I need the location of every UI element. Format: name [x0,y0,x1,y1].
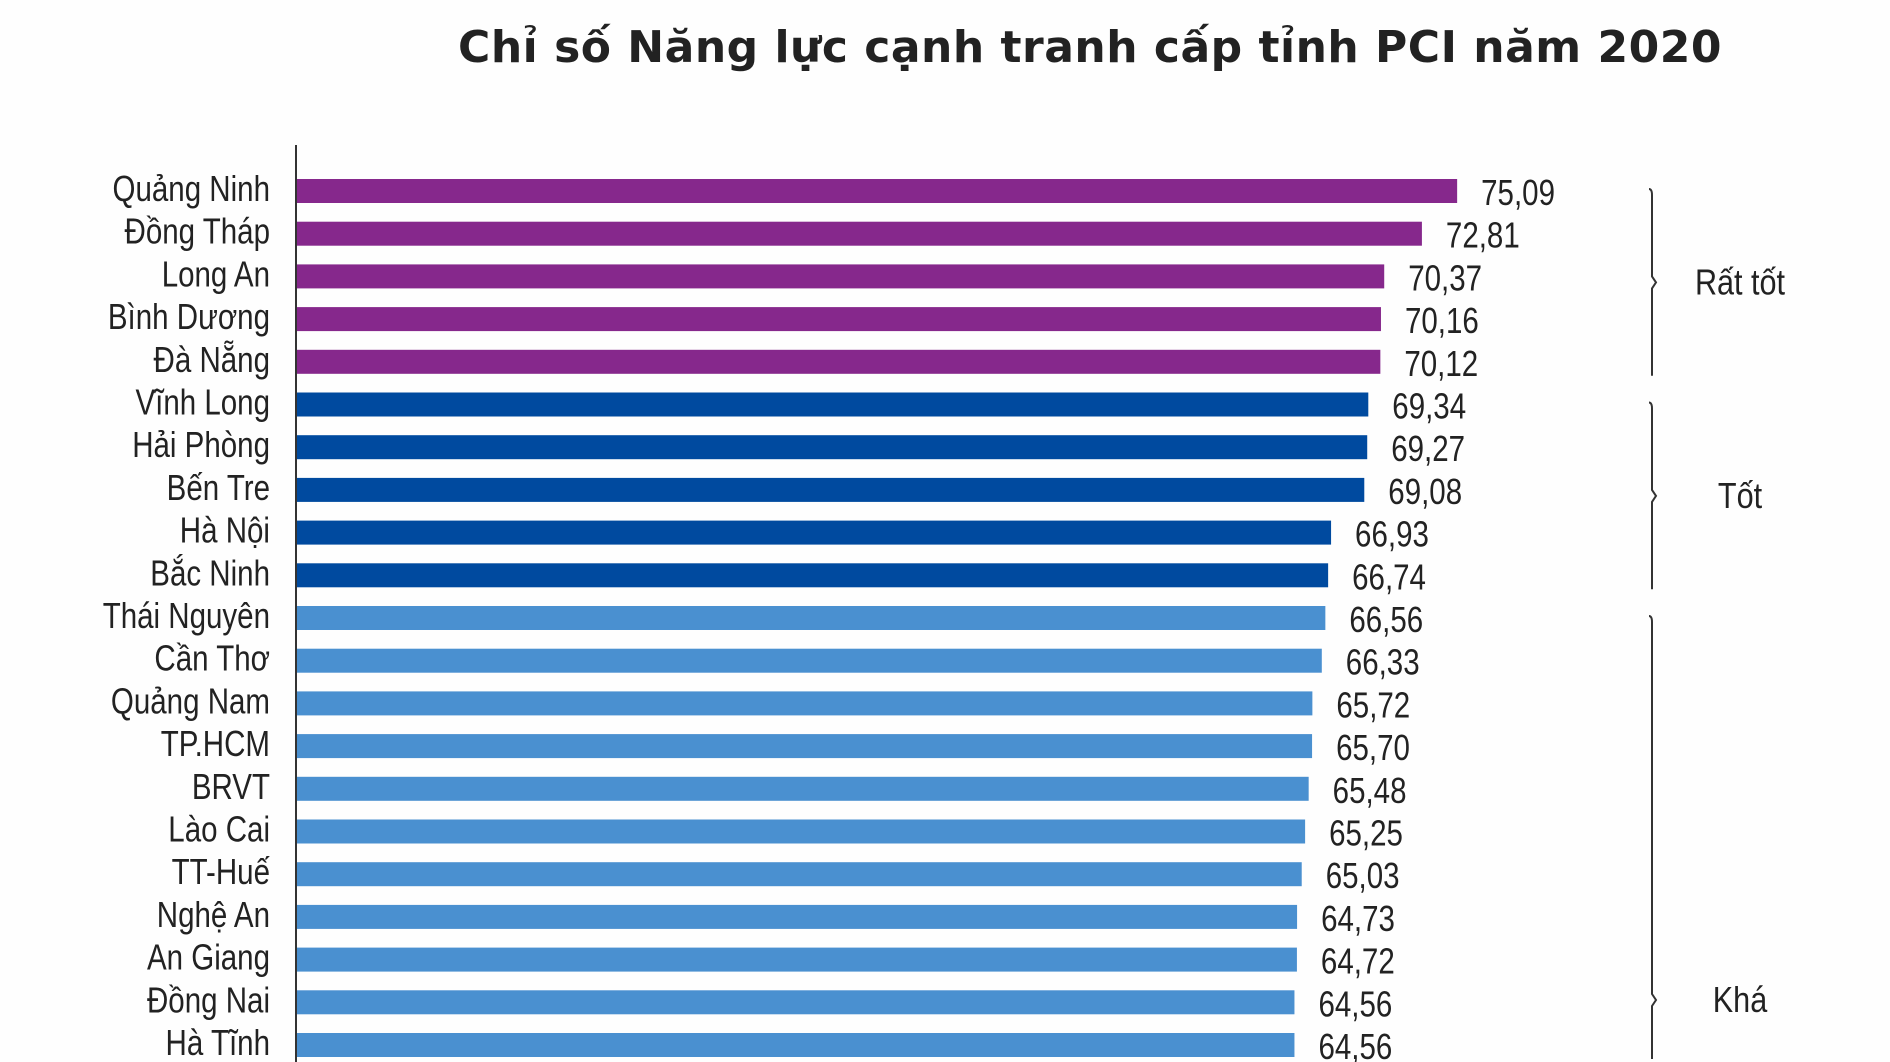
category-label: Lào Cai [168,809,270,849]
group-bracket [1648,188,1658,376]
value-label: 70,12 [1404,343,1478,383]
value-label: 69,08 [1388,471,1462,511]
bar [297,349,1381,374]
bar [297,179,1458,203]
value-label: 66,93 [1355,514,1429,554]
value-label: 65,25 [1329,813,1403,853]
category-label: Quảng Nam [111,681,270,721]
bar [297,606,1326,630]
category-label: Bắc Ninh [150,552,270,592]
group-label: Tốt [1718,477,1763,517]
bar [297,435,1368,460]
category-label: Cần Thơ [154,638,270,678]
category-label: Đồng Tháp [125,211,270,251]
value-label: 69,34 [1392,386,1466,426]
value-label: 66,33 [1346,642,1420,682]
bar [297,819,1306,844]
bar [297,221,1422,246]
bar [297,477,1365,502]
value-label: 65,48 [1333,770,1407,810]
group-label: Khá [1713,981,1768,1021]
category-label: Quảng Ninh [113,168,270,208]
group-label: Rất tốt [1695,263,1786,303]
value-label: 64,56 [1318,983,1392,1023]
category-label: TP.HCM [161,723,270,763]
value-label: 70,16 [1405,300,1479,340]
category-label: Thái Nguyên [103,595,270,635]
group-bracket [1648,401,1658,590]
bar [297,862,1302,887]
bar [297,264,1385,289]
category-label: Nghệ An [157,894,270,934]
value-label: 70,37 [1408,258,1482,298]
group-bracket [1648,615,1658,1059]
bar [297,947,1297,972]
category-label: Đồng Nai [147,979,270,1019]
value-label: 64,56 [1318,1026,1392,1062]
bar [297,563,1329,588]
category-label: Long An [162,254,270,294]
bar [297,648,1322,673]
category-label: BRVT [192,766,270,806]
category-label: Đà Nẵng [154,339,270,379]
category-label: Bến Tre [167,467,270,507]
value-label: 65,72 [1336,685,1410,725]
category-label: Vĩnh Long [135,382,270,422]
chart-title: Chỉ số Năng lực cạnh tranh cấp tỉnh PCI … [458,22,1722,73]
bar [297,1033,1295,1057]
category-label: Hà Tĩnh [166,1022,270,1062]
value-label: 66,74 [1352,556,1426,596]
value-label: 75,09 [1481,172,1555,212]
bar [297,734,1313,759]
category-label: TT-Huế [172,851,270,891]
bar [297,691,1313,716]
value-label: 64,73 [1321,898,1395,938]
value-label: 65,70 [1336,727,1410,767]
bar [297,990,1295,1015]
category-label: Hà Nội [180,510,270,550]
category-label: Hải Phòng [132,424,270,464]
bar [297,520,1332,545]
bar [297,307,1381,332]
bar [297,904,1298,929]
value-label: 69,27 [1391,428,1465,468]
value-label: 65,03 [1326,855,1400,895]
category-label: An Giang [147,937,270,977]
value-label: 72,81 [1446,215,1520,255]
bar [297,776,1309,801]
value-label: 64,72 [1321,941,1395,981]
value-label: 66,56 [1349,599,1423,639]
bar [297,392,1369,417]
category-label: Bình Dương [108,296,270,336]
